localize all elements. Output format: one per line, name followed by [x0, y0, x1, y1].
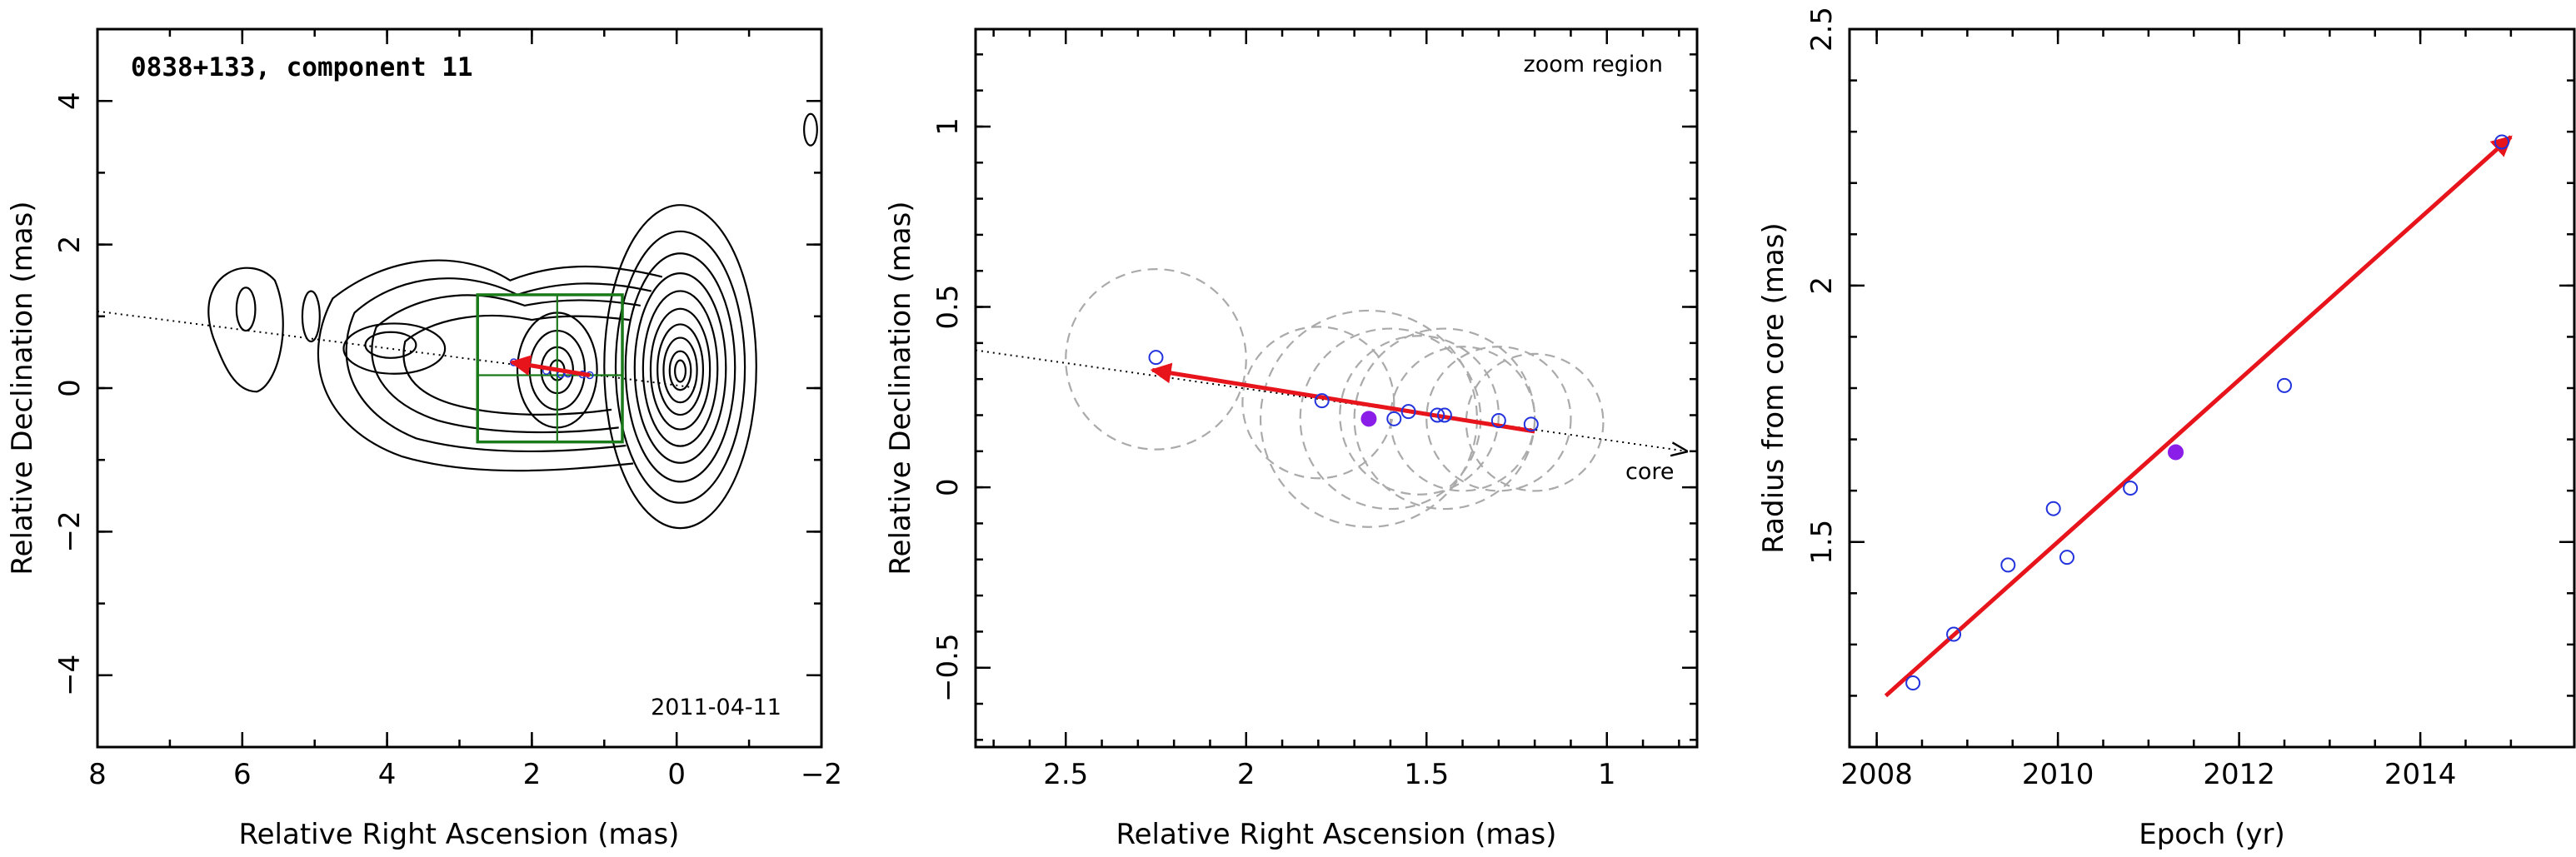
- p2-x-axis-label: Relative Right Ascension (mas): [1116, 818, 1557, 851]
- radius-point-open: [2277, 377, 2292, 393]
- y-tick-label: 4: [53, 92, 87, 110]
- radius-point-open: [2000, 557, 2016, 573]
- x-tick-label: 2014: [2384, 758, 2457, 791]
- x-tick-label: −2: [801, 758, 842, 791]
- p3-x-axis-label: Epoch (yr): [2139, 818, 2285, 851]
- x-tick-label: 2: [1237, 758, 1256, 791]
- radius-point-open: [2494, 134, 2509, 150]
- p1-x-axis-label: Relative Right Ascension (mas): [239, 818, 680, 851]
- x-tick-label: 2.5: [1043, 758, 1088, 791]
- jet-contour: [342, 322, 447, 375]
- blob-contour: [207, 267, 284, 393]
- panel-contour-map: 8 6 4 2 0 −2 −4 −2 0 2 4 0838+133, component 11 20…: [6, 27, 842, 851]
- x-tick-label: 2008: [1840, 758, 1913, 791]
- core-contour: [674, 359, 687, 383]
- p3-ticks: 2008 2010 2012 2014 1.5 2 2.5: [1805, 7, 2574, 791]
- component-size-circle: [1465, 352, 1605, 492]
- motion-arrow: [509, 355, 591, 377]
- component-size-circle: [1299, 327, 1482, 511]
- y-tick-label: 1: [931, 117, 965, 136]
- blob-contour: [235, 286, 257, 332]
- radius-point-open: [1905, 675, 1921, 691]
- p3-plot-content: [1884, 134, 2513, 698]
- p1-epoch-annotation: 2011-04-11: [651, 695, 781, 720]
- y-tick-label: −4: [53, 655, 87, 696]
- x-tick-label: 4: [378, 758, 397, 791]
- y-tick-label: 0.5: [931, 284, 965, 329]
- y-tick-label: 0: [931, 478, 965, 496]
- component-size-circle: [1339, 335, 1500, 496]
- core-contour: [614, 230, 746, 504]
- epoch-point-open: [1314, 393, 1330, 409]
- p2-zoom-annotation: zoom region: [1524, 52, 1663, 77]
- epoch-point-open: [1430, 407, 1445, 423]
- component-size-circle: [1259, 309, 1478, 528]
- epoch-point-open: [1523, 416, 1539, 432]
- panel-radius-vs-epoch: 2008 2010 2012 2014 1.5 2 2.5 Epoch (yr) Radiu…: [1757, 7, 2576, 851]
- p3-y-axis-label: Radius from core (mas): [1757, 222, 1790, 553]
- jet-contour: [402, 315, 630, 416]
- panel-zoom-region: 2.5 2 1.5 1 −0.5 0 0.5 1 zoom region core Relat…: [884, 27, 1699, 851]
- p2-frame: [974, 27, 1699, 749]
- radius-point-open: [2059, 550, 2074, 566]
- epoch-point-open: [1400, 404, 1416, 420]
- p2-y-axis-label: Relative Declination (mas): [884, 201, 917, 575]
- x-tick-label: 0: [667, 758, 686, 791]
- p1-frame: [96, 27, 823, 749]
- component-size-circles: [1065, 267, 1605, 528]
- fit-arrow: [1884, 135, 2513, 698]
- x-tick-label: 2012: [2203, 758, 2275, 791]
- epoch-point-open: [1490, 412, 1506, 428]
- motion-arrow: [1150, 362, 1535, 434]
- y-tick-label: −0.5: [931, 633, 965, 702]
- core-contour: [624, 252, 736, 483]
- y-tick-label: 2: [53, 236, 87, 254]
- y-tick-label: 1.5: [1805, 520, 1839, 565]
- component-size-circle: [1425, 346, 1572, 492]
- x-tick-label: 6: [233, 758, 252, 791]
- component-size-circle: [1065, 267, 1247, 451]
- p2-plot-content: [975, 267, 1686, 528]
- core-contour: [649, 307, 711, 431]
- jet-contour: [371, 294, 641, 434]
- radius-point-open: [2045, 501, 2061, 516]
- x-tick-label: 1.5: [1404, 758, 1449, 791]
- y-tick-label: −2: [53, 511, 87, 552]
- epoch-point-open: [1386, 411, 1402, 426]
- p2-ticks: 2.5 2 1.5 1 −0.5 0 0.5 1: [931, 29, 1697, 791]
- x-tick-label: 2: [523, 758, 542, 791]
- radius-point-open: [2123, 481, 2139, 496]
- y-tick-label: 2: [1805, 277, 1839, 295]
- p1-y-axis-label: Relative Declination (mas): [6, 201, 39, 575]
- jet-contour: [317, 259, 663, 472]
- p1-title: 0838+133, component 11: [131, 52, 473, 82]
- core-contour: [668, 350, 692, 391]
- p1-ticks: 8 6 4 2 0 −2 −4 −2 0 2 4: [53, 27, 842, 791]
- x-tick-label: 2010: [2022, 758, 2094, 791]
- jet-contour: [364, 331, 417, 359]
- y-tick-label: 2.5: [1805, 7, 1839, 52]
- core-contour: [642, 290, 719, 447]
- x-tick-label: 8: [88, 758, 107, 791]
- blob-contour: [803, 112, 818, 147]
- jet-contour: [345, 277, 652, 453]
- component-size-circle: [1241, 326, 1395, 480]
- p1-plot-content: [97, 112, 818, 530]
- epoch-point-filled: [1360, 411, 1377, 427]
- radius-point-open: [1946, 626, 1962, 642]
- p2-core-label: core: [1625, 459, 1674, 485]
- epoch-point-open: [1148, 350, 1164, 366]
- core-contour: [603, 204, 757, 530]
- x-tick-label: 1: [1598, 758, 1616, 791]
- core-contour: [656, 323, 705, 416]
- y-tick-label: 0: [53, 379, 87, 397]
- core-contour: [633, 272, 727, 464]
- blob-contour: [301, 290, 321, 343]
- contours: [207, 112, 818, 530]
- core-contour: [662, 336, 698, 404]
- epoch-point-open: [1436, 407, 1452, 423]
- zoom-box: [476, 293, 624, 444]
- radius-point-filled: [2168, 444, 2184, 461]
